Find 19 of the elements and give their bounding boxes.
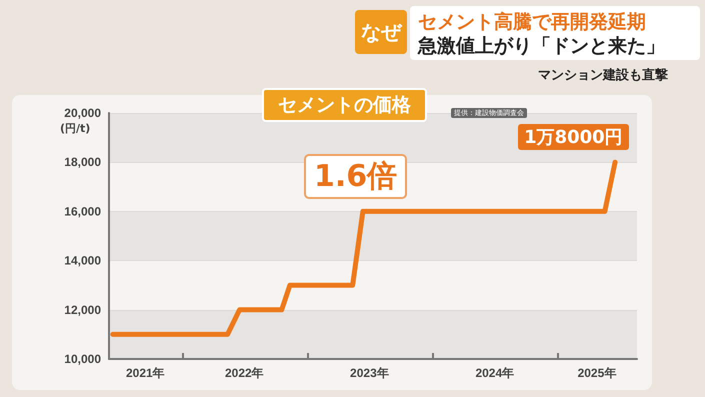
chart-title: セメントの価格 — [262, 88, 427, 122]
y-tick-label: 18,000 — [64, 155, 102, 170]
y-tick-label: 14,000 — [64, 254, 102, 268]
annotation: 1.6倍 — [304, 154, 408, 199]
text: マンション建設も直撃 — [538, 67, 668, 84]
x-tick-label: 2021年 — [126, 366, 165, 380]
y-tick-label: 10,000 — [64, 352, 102, 366]
x-tick-label: 2025年 — [578, 366, 616, 380]
x-tick-label: 2023年 — [350, 366, 389, 380]
y-tick-label: 16,000 — [64, 204, 102, 218]
annotation: 1万8000円 — [518, 124, 629, 150]
text: 急激値上がり「ドンと来た」 — [418, 34, 665, 59]
x-tick-label: 2022年 — [224, 366, 264, 380]
y-tick-label: 12,000 — [64, 302, 102, 317]
y-tick-label: 20,000 — [64, 106, 102, 120]
text: なぜ — [355, 10, 407, 54]
text: セメント高騰で再開発延期 — [418, 10, 646, 35]
x-tick-label: 2024年 — [475, 366, 514, 380]
y-axis-title: (円/t) — [60, 121, 90, 136]
